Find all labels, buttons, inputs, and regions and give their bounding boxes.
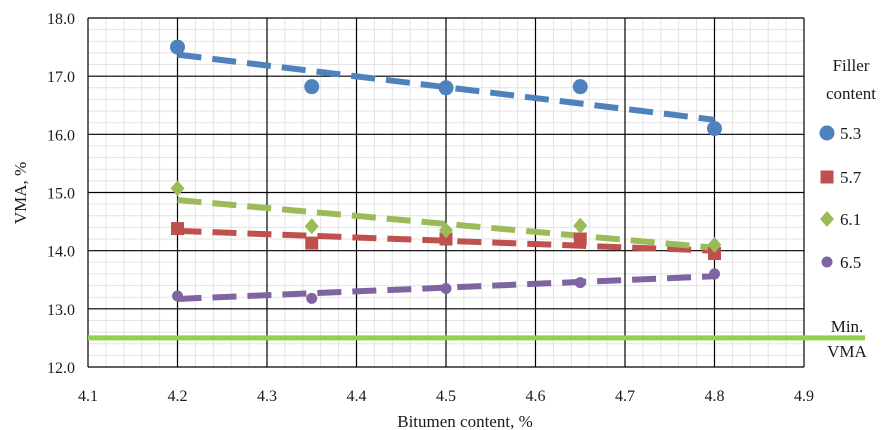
- x-tick-label: 4.6: [526, 388, 546, 405]
- x-tick-label: 4.5: [436, 388, 456, 405]
- data-point-filler-5.7: [305, 236, 319, 250]
- data-point-filler-5.3: [304, 79, 320, 95]
- x-axis-title: Bitumen content, %: [397, 412, 533, 430]
- data-point-filler-5.7: [708, 247, 721, 261]
- legend-marker-filler-5.3: [819, 125, 835, 141]
- y-tick-label: 14.0: [47, 244, 75, 261]
- y-tick-label: 17.0: [47, 69, 75, 86]
- data-point-filler-6.1: [304, 218, 319, 235]
- legend-title-line-1: Filler: [833, 56, 870, 75]
- data-point-filler-5.3: [572, 79, 588, 95]
- legend-label-filler-5.7: 5.7: [840, 168, 862, 187]
- reference-line-label-line-1: Min.: [831, 317, 864, 336]
- data-point-filler-5.3: [170, 39, 185, 55]
- y-tick-label: 12.0: [47, 360, 75, 377]
- x-tick-label: 4.1: [78, 388, 98, 405]
- x-tick-labels: 4.1 4.2 4.3 4.4 4.5 4.6 4.7 4.8 4.9: [78, 388, 814, 405]
- x-tick-label: 4.4: [347, 388, 367, 405]
- data-point-filler-5.3: [438, 80, 454, 96]
- y-tick-labels: 12.0 13.0 14.0 15.0 16.0 17.0 18.0: [47, 11, 75, 377]
- x-tick-label: 4.3: [257, 388, 277, 405]
- legend: Filler content 5.3 5.7 6.1 6.5 Min. VMA: [819, 56, 876, 361]
- data-point-filler-6.5: [172, 290, 183, 302]
- legend-label-filler-5.3: 5.3: [840, 124, 861, 143]
- data-point-filler-5.7: [439, 232, 453, 246]
- legend-marker-filler-6.1: [820, 211, 834, 227]
- legend-marker-filler-6.5: [821, 256, 833, 268]
- y-tick-label: 16.0: [47, 127, 75, 144]
- y-tick-label: 13.0: [47, 302, 75, 319]
- y-tick-label: 15.0: [47, 186, 75, 203]
- trendline-filler-5.3: [177, 51, 715, 123]
- data-markers: [170, 39, 722, 304]
- data-point-filler-6.1: [707, 236, 722, 253]
- data-point-filler-6.1: [573, 217, 588, 234]
- data-point-filler-5.3: [707, 121, 722, 137]
- legend-title-line-2: content: [826, 84, 876, 103]
- x-tick-label: 4.9: [794, 388, 814, 405]
- data-point-filler-6.1: [439, 222, 453, 239]
- trendline-filler-6.1: [177, 197, 715, 251]
- x-tick-label: 4.7: [615, 388, 635, 405]
- legend-label-filler-6.1: 6.1: [840, 210, 861, 229]
- x-tick-label: 4.2: [168, 388, 188, 405]
- x-tick-label: 4.8: [705, 388, 725, 405]
- legend-marker-filler-5.7: [820, 170, 834, 184]
- data-point-filler-6.1: [170, 180, 185, 197]
- legend-label-filler-6.5: 6.5: [840, 253, 861, 272]
- data-point-filler-6.5: [574, 277, 586, 289]
- data-point-filler-6.5: [709, 268, 720, 280]
- data-point-filler-5.7: [171, 222, 184, 236]
- y-axis-title: VMA, %: [11, 162, 30, 224]
- reference-line-label-line-2: VMA: [827, 342, 867, 361]
- data-point-filler-6.5: [306, 292, 318, 304]
- y-tick-label: 18.0: [47, 11, 75, 28]
- data-point-filler-5.7: [573, 232, 587, 246]
- data-point-filler-6.5: [440, 282, 452, 294]
